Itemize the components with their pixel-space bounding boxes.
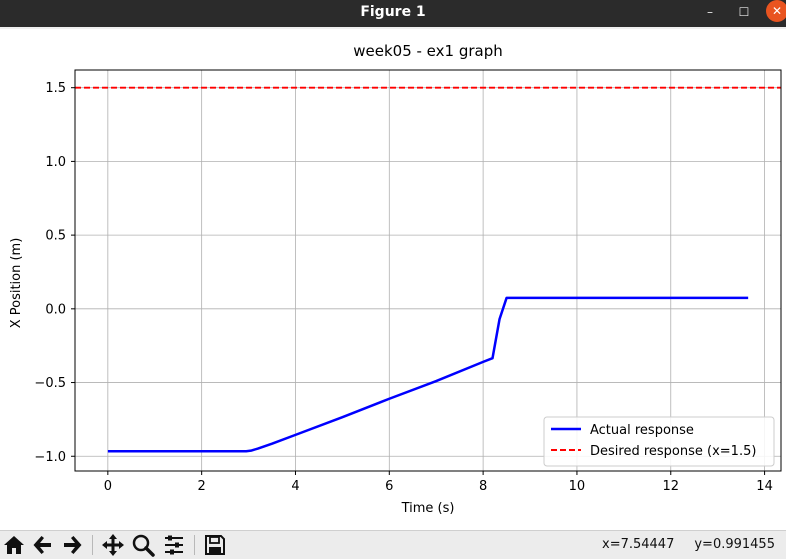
legend-label-desired: Desired response (x=1.5) (590, 444, 756, 459)
y-coordinate-readout: y=0.991455 (694, 537, 775, 552)
cursor-coordinates: x=7.54447 y=0.991455 (602, 537, 786, 552)
toolbar-separator (194, 535, 195, 555)
forward-icon[interactable] (60, 533, 84, 557)
y-tick-label: 1.0 (45, 155, 66, 170)
y-tick-label: 0.0 (45, 302, 66, 317)
titlebar-divider (0, 27, 786, 29)
save-icon[interactable] (203, 533, 227, 557)
configure-subplots-icon[interactable] (162, 533, 186, 557)
ticks: 0 2 4 6 8 10 12 14 −1.0 −0.5 0.0 0.5 1.0 1.5 (34, 81, 772, 494)
x-coordinate-readout: x=7.54447 (602, 537, 675, 552)
legend-label-actual: Actual response (590, 423, 694, 438)
y-tick-label: 1.5 (45, 81, 66, 96)
legend-box (543, 416, 775, 467)
x-tick-label: 6 (385, 479, 393, 494)
y-tick-label: 0.5 (45, 229, 66, 244)
x-tick-label: 2 (198, 479, 206, 494)
y-axis-label: X Position (m) (9, 238, 24, 329)
axes-frame (74, 69, 782, 472)
window-titlebar: Figure 1 – ☐ ✕ (0, 0, 786, 27)
x-tick-label: 14 (756, 479, 773, 494)
window-title: Figure 1 (360, 4, 426, 20)
y-tick-label: −1.0 (34, 450, 66, 465)
figure-canvas[interactable]: 0 2 4 6 8 10 12 14 −1.0 −0.5 0.0 0.5 1.0 1.5 week05 -… (0, 29, 786, 529)
x-tick-label: 8 (479, 479, 487, 494)
maximize-icon[interactable]: ☐ (738, 5, 750, 19)
y-tick-label: −0.5 (34, 376, 66, 391)
x-axis-label: Time (s) (401, 501, 455, 516)
toolbar-separator (92, 535, 93, 555)
minimize-icon[interactable]: – (707, 5, 713, 19)
x-tick-label: 0 (104, 479, 112, 494)
series-layer (75, 86, 781, 453)
navigation-toolbar: x=7.54447 y=0.991455 (0, 530, 786, 559)
chart-title: week05 - ex1 graph (353, 42, 503, 60)
legend: Actual response Desired response (x=1.5) (543, 416, 775, 467)
home-icon[interactable] (2, 533, 26, 557)
zoom-icon[interactable] (131, 533, 155, 557)
close-icon[interactable]: ✕ (766, 0, 786, 22)
series-line-actual-response (107, 296, 749, 453)
x-tick-label: 12 (662, 479, 679, 494)
pan-icon[interactable] (101, 533, 125, 557)
x-tick-label: 10 (569, 479, 586, 494)
back-icon[interactable] (31, 533, 55, 557)
x-tick-label: 4 (291, 479, 299, 494)
